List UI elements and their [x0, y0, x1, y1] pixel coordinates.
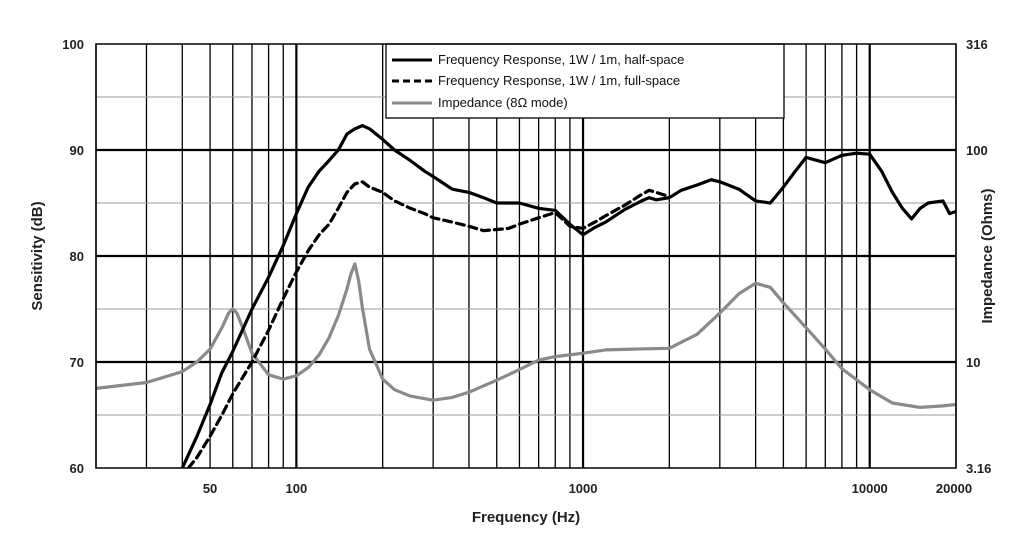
- y-tick-label: 80: [70, 249, 84, 264]
- series-line-1: [186, 180, 671, 468]
- x-tick-label: 100: [286, 481, 308, 496]
- y2-tick-label: 10: [966, 355, 980, 370]
- series-line-2: [96, 262, 956, 409]
- y2-tick-label: 100: [966, 143, 988, 158]
- x-tick-label: 10000: [852, 481, 888, 496]
- y2-tick-label: 316: [966, 37, 988, 52]
- series-line-0: [180, 123, 956, 468]
- y-tick-label: 60: [70, 461, 84, 476]
- major-gridlines: [96, 44, 956, 468]
- x-tick-label: 1000: [569, 481, 598, 496]
- y-axis-title: Sensitivity (dB): [29, 201, 46, 310]
- legend-label-full-space: Frequency Response, 1W / 1m, full-space: [438, 73, 680, 88]
- legend: Frequency Response, 1W / 1m, half-space …: [385, 43, 785, 119]
- right-axis-ticks: 3.16 10 100 316: [966, 37, 991, 476]
- series-layer: [96, 123, 956, 468]
- legend-label-impedance: Impedance (8Ω mode): [438, 95, 568, 110]
- x-axis-title: Frequency (Hz): [472, 509, 580, 526]
- y-tick-label: 70: [70, 355, 84, 370]
- legend-label-half-space: Frequency Response, 1W / 1m, half-space: [438, 52, 684, 67]
- x-axis-ticks: 50 100 1000 10000 20000: [203, 481, 972, 496]
- x-tick-label: 20000: [936, 481, 972, 496]
- y-tick-label: 90: [70, 143, 84, 158]
- y2-axis-title: Impedance (Ohms): [979, 188, 996, 323]
- y2-tick-label: 3.16: [966, 461, 991, 476]
- plot-border: [95, 43, 957, 469]
- left-axis-ticks: 60 70 80 90 100: [62, 37, 84, 476]
- y-tick-label: 100: [62, 37, 84, 52]
- x-tick-label: 50: [203, 481, 217, 496]
